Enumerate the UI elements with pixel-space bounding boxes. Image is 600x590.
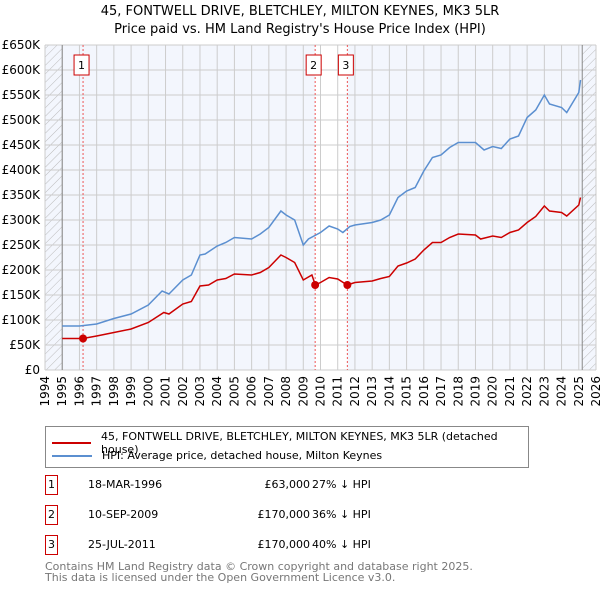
sale-label-box <box>337 54 354 76</box>
x-tick-label: 2003 <box>193 376 207 407</box>
x-tick-label: 2023 <box>537 376 551 407</box>
y-tick-label: £400K <box>2 163 42 177</box>
sale-point <box>343 281 352 289</box>
x-tick-label: 1999 <box>124 376 138 407</box>
x-tick-label: 2004 <box>210 376 224 407</box>
x-tick-label: 2015 <box>400 376 414 407</box>
y-tick-label: £250K <box>2 238 42 252</box>
x-tick-label: 2017 <box>434 376 448 407</box>
sale-hpi-diff: 27% ↓ HPI <box>312 478 371 491</box>
sale-label-number: 2 <box>310 59 317 72</box>
legend-swatch-blue <box>52 454 92 457</box>
sale-number-badge: 2 <box>45 505 58 525</box>
hatched-region-right <box>582 45 596 370</box>
sale-price: £63,000 <box>264 478 311 491</box>
footer-line-1: Contains HM Land Registry data © Crown c… <box>45 560 473 573</box>
x-tick-label: 2006 <box>245 376 259 407</box>
x-tick-label: 2010 <box>314 376 328 407</box>
x-tick-label: 2016 <box>417 376 431 407</box>
sale-date: 25-JUL-2011 <box>88 538 156 551</box>
x-tick-label: 2001 <box>159 376 173 407</box>
sale-label-box <box>73 54 90 76</box>
legend-label-property: 45, FONTWELL DRIVE, BLETCHLEY, MILTON KE… <box>101 430 498 456</box>
y-tick-label: £650K <box>2 38 42 52</box>
legend: 45, FONTWELL DRIVE, BLETCHLEY, MILTON KE… <box>45 426 529 468</box>
y-tick-label: £450K <box>2 138 42 152</box>
x-tick-label: 2007 <box>262 376 276 407</box>
sale-price: £170,000 <box>257 508 311 521</box>
sale-date: 10-SEP-2009 <box>88 508 159 521</box>
x-tick-label: 2019 <box>468 376 482 407</box>
property-price-line <box>62 197 582 340</box>
sale-row: 2 10-SEP-2009 £170,000 36% ↓ HPI <box>45 505 445 525</box>
plot-area: £0 £50K £100K £150K £200K £250K £300K £350K £400… <box>2 38 600 407</box>
x-tick-label: 2012 <box>348 376 362 407</box>
x-tick-label: 2005 <box>227 376 241 407</box>
x-tick-label: 2026 <box>589 376 600 407</box>
y-tick-label: £600K <box>2 63 42 77</box>
x-tick-label: 2011 <box>331 376 345 407</box>
x-tick-label: 2009 <box>296 376 310 407</box>
footer-line-2: This data is licensed under the Open Gov… <box>45 571 396 584</box>
sale-label-box <box>305 54 322 76</box>
y-tick-label: £550K <box>2 88 42 102</box>
sale-point <box>79 334 88 343</box>
x-tick-label: 2018 <box>451 376 465 407</box>
chart-title: 45, FONTWELL DRIVE, BLETCHLEY, MILTON KE… <box>100 4 500 19</box>
x-tick-label: 1996 <box>72 376 86 407</box>
y-tick-label: £500K <box>2 113 42 127</box>
y-tick-label: £100K <box>2 313 42 327</box>
sale-label-number: 3 <box>342 59 349 72</box>
legend-swatch-red <box>52 442 92 444</box>
between-sales-band <box>315 45 348 370</box>
sale-point <box>311 281 320 289</box>
hatched-region-left <box>45 45 63 370</box>
x-tick-label: 1998 <box>107 376 121 407</box>
legend-label-hpi: HPI: Average price, detached house, Milt… <box>102 449 383 462</box>
sale-number-badge: 1 <box>45 475 58 495</box>
y-tick-label: £50K <box>9 338 41 352</box>
hpi-line <box>62 79 582 327</box>
x-tick-label: 2022 <box>520 376 534 407</box>
x-tick-label: 2014 <box>382 376 396 407</box>
y-tick-label: £300K <box>2 213 42 227</box>
x-tick-label: 2013 <box>365 376 379 407</box>
x-tick-label: 2024 <box>555 376 569 407</box>
sale-hpi-diff: 36% ↓ HPI <box>312 508 371 521</box>
sale-label-number: 1 <box>78 59 85 72</box>
sale-row: 1 18-MAR-1996 £63,000 27% ↓ HPI <box>45 475 445 495</box>
sale-row: 3 25-JUL-2011 £170,000 40% ↓ HPI <box>45 535 445 555</box>
x-tick-label: 2002 <box>176 376 190 407</box>
x-tick-label: 1995 <box>55 376 69 407</box>
sale-hpi-diff: 40% ↓ HPI <box>312 538 371 551</box>
sale-date: 18-MAR-1996 <box>88 478 163 491</box>
y-tick-label: £150K <box>2 288 42 302</box>
x-tick-label: 1997 <box>90 376 104 407</box>
x-tick-label: 2025 <box>572 376 586 407</box>
x-tick-label: 2000 <box>141 376 155 407</box>
x-tick-label: 2020 <box>486 376 500 407</box>
x-tick-label: 1994 <box>38 376 52 407</box>
x-tick-label: 2021 <box>503 376 517 407</box>
sale-price: £170,000 <box>257 538 311 551</box>
y-tick-label: £0 <box>25 363 40 377</box>
y-tick-label: £200K <box>2 263 42 277</box>
y-tick-label: £350K <box>2 188 42 202</box>
chart-subtitle: Price paid vs. HM Land Registry's House … <box>114 22 486 37</box>
x-tick-label: 2008 <box>279 376 293 407</box>
sale-number-badge: 3 <box>45 535 58 555</box>
